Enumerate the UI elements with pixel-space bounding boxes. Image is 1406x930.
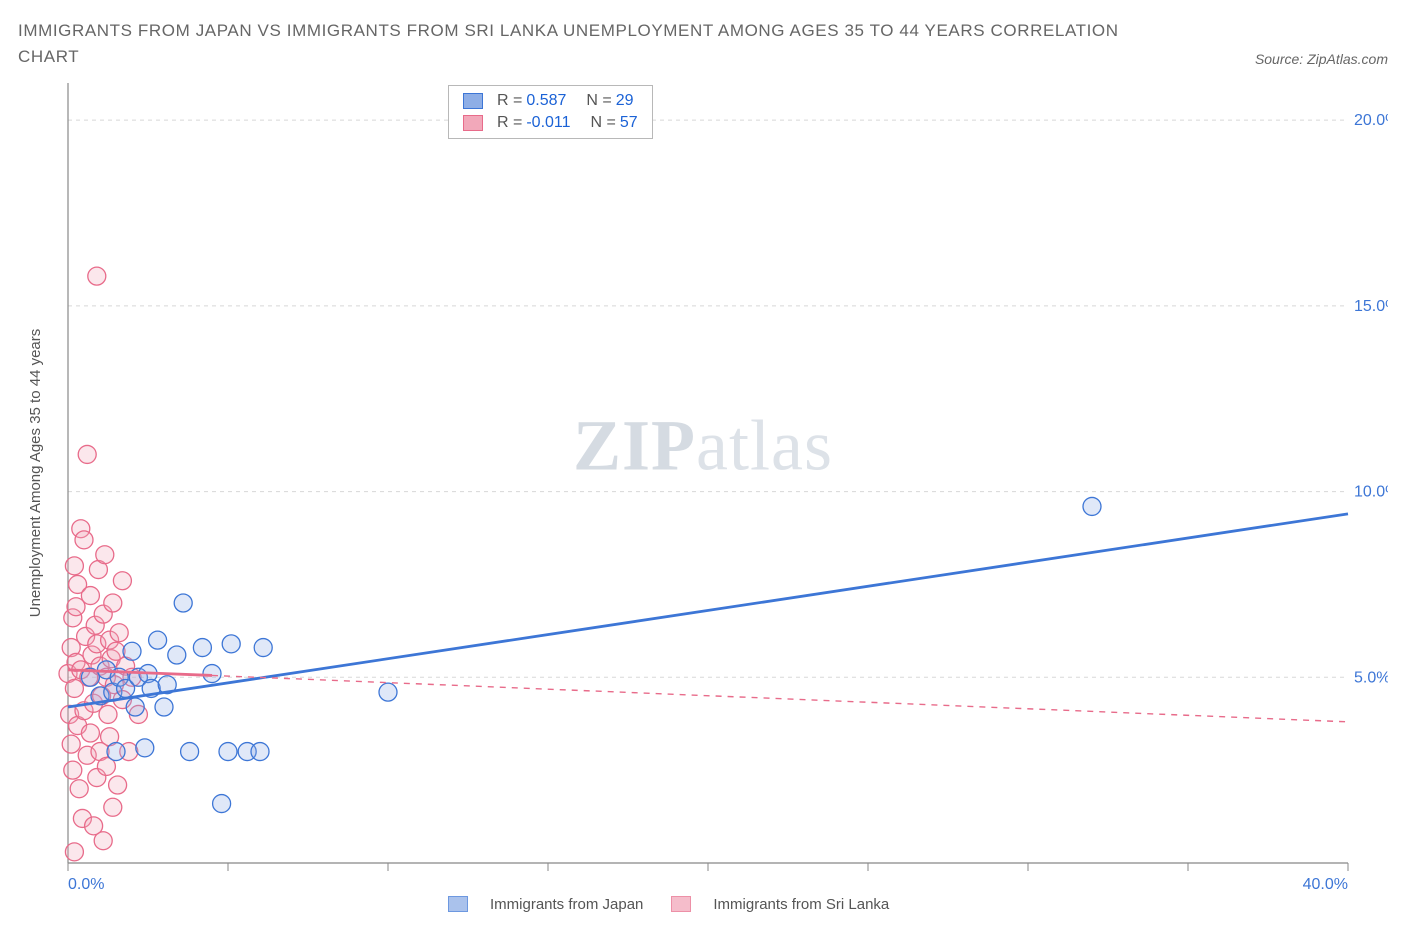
r-label: R = <box>497 114 522 132</box>
chart-header: IMMIGRANTS FROM JAPAN VS IMMIGRANTS FROM… <box>18 18 1388 71</box>
legend-label-srilanka: Immigrants from Sri Lanka <box>713 896 889 913</box>
legend-item-srilanka: Immigrants from Sri Lanka <box>671 896 889 913</box>
chart-container: 0.0% 40.0% 5.0% 10.0% 15.0% 20.0% Unemployment… <box>18 77 1388 917</box>
scatter-chart: 0.0% 40.0% 5.0% 10.0% 15.0% 20.0% Unemployment… <box>18 77 1388 917</box>
svg-text:20.0%: 20.0% <box>1354 112 1388 129</box>
svg-text:Unemployment Among Ages 35 to: Unemployment Among Ages 35 to 44 years <box>27 328 44 617</box>
swatch-japan-icon <box>448 896 468 912</box>
swatch-srilanka <box>463 115 483 131</box>
n-value-japan: 29 <box>616 92 634 110</box>
n-label: N = <box>591 114 616 132</box>
legend-row-srilanka: R = -0.011 N = 57 <box>449 112 652 134</box>
n-value-srilanka: 57 <box>620 114 638 132</box>
legend-label-japan: Immigrants from Japan <box>490 896 643 913</box>
swatch-srilanka-icon <box>671 896 691 912</box>
legend-row-japan: R = 0.587 N = 29 <box>449 90 652 112</box>
swatch-japan <box>463 93 483 109</box>
correlation-legend: R = 0.587 N = 29 R = -0.011 N = 57 <box>448 85 653 139</box>
svg-text:5.0%: 5.0% <box>1354 669 1388 686</box>
source-attribution: Source: ZipAtlas.com <box>1255 51 1388 71</box>
svg-text:15.0%: 15.0% <box>1354 298 1388 315</box>
svg-text:10.0%: 10.0% <box>1354 483 1388 500</box>
r-value-japan: 0.587 <box>526 92 566 110</box>
n-label: N = <box>586 92 611 110</box>
legend-item-japan: Immigrants from Japan <box>448 896 643 913</box>
r-label: R = <box>497 92 522 110</box>
svg-text:40.0%: 40.0% <box>1303 876 1348 893</box>
chart-title: IMMIGRANTS FROM JAPAN VS IMMIGRANTS FROM… <box>18 18 1138 71</box>
r-value-srilanka: -0.011 <box>526 114 570 132</box>
svg-text:0.0%: 0.0% <box>68 876 104 893</box>
series-legend: Immigrants from Japan Immigrants from Sr… <box>448 896 889 913</box>
